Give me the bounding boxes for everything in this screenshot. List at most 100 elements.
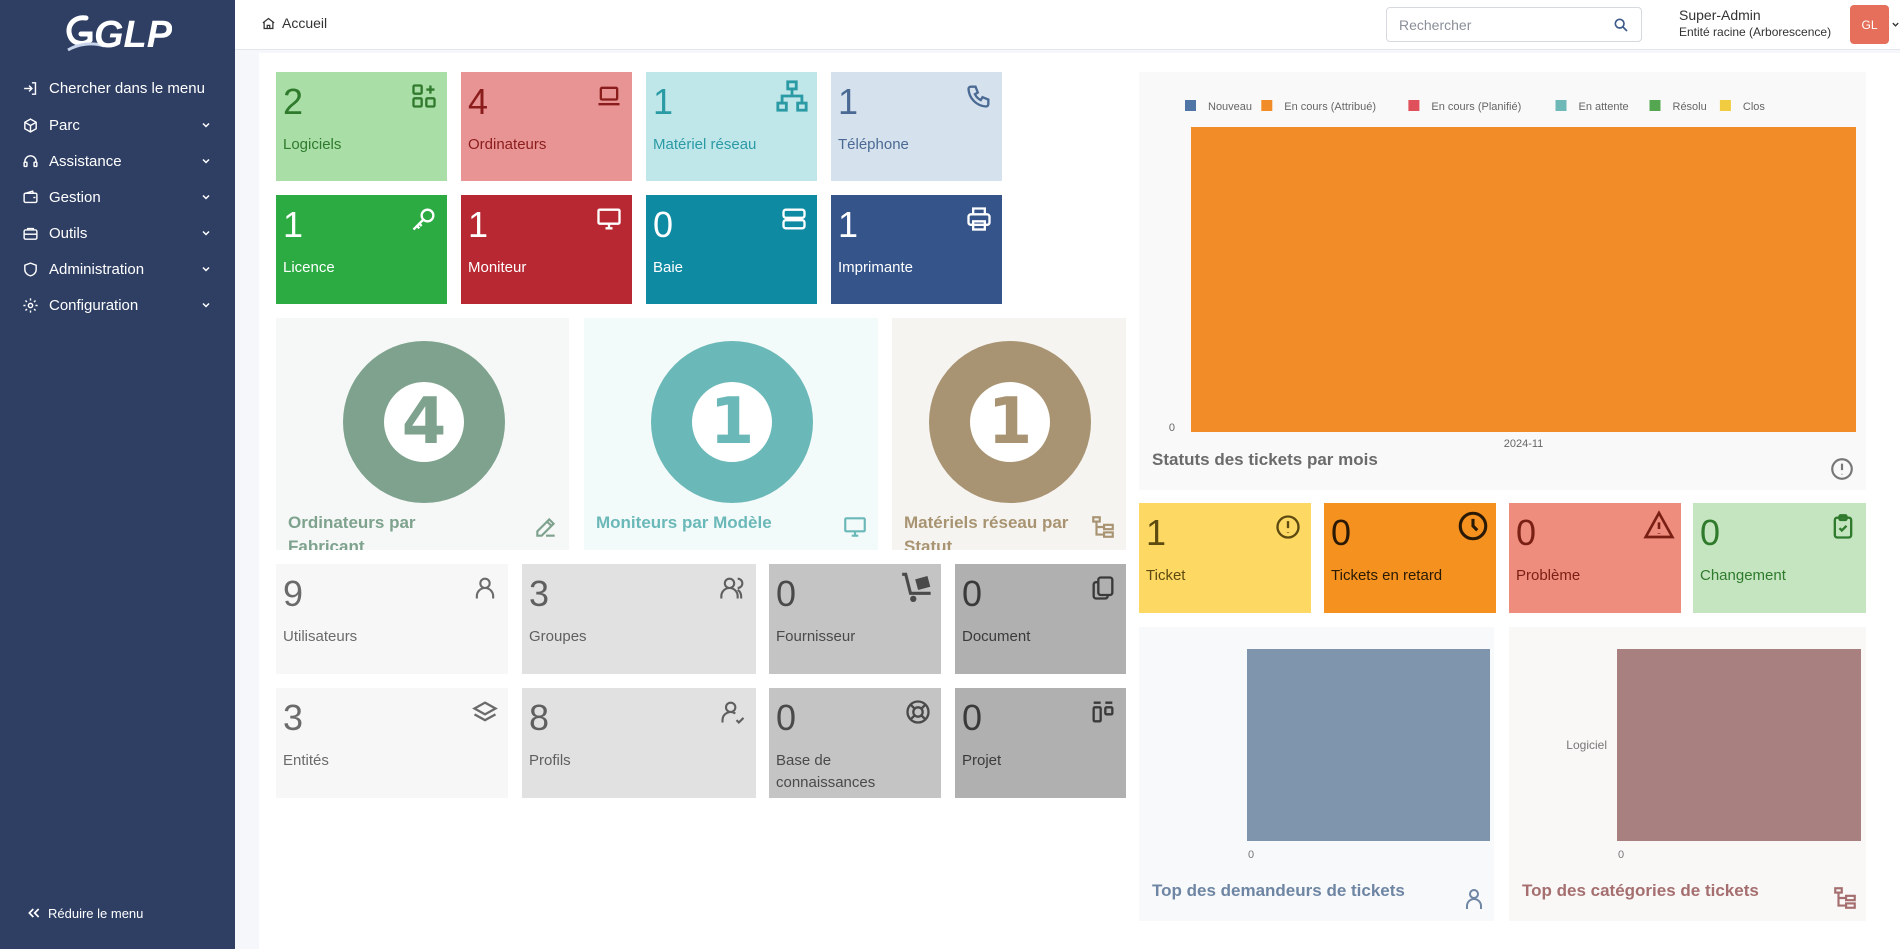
tile-profils[interactable]: 8 Profils: [522, 688, 756, 798]
tile-materiel-reseau[interactable]: 1 Matériel réseau: [646, 72, 817, 181]
tile-label: Utilisateurs: [283, 628, 358, 645]
sidebar-item-configuration[interactable]: Configuration: [0, 288, 235, 322]
tile-label: Baie: [653, 259, 684, 276]
sidebar-item-parc[interactable]: Parc: [0, 108, 235, 142]
sidebar-item-label: Gestion: [49, 188, 101, 206]
chart-title: Top des catégories de tickets: [1522, 881, 1759, 900]
tile-value: 1: [838, 81, 859, 122]
avatar[interactable]: GL: [1850, 5, 1889, 44]
clock-icon: [1458, 511, 1488, 541]
card-moniteurs-par-modele[interactable]: 1 Moniteurs par Modèle: [584, 318, 878, 550]
sidebar-item-assistance[interactable]: Assistance: [0, 144, 235, 178]
monitor-icon[interactable]: [842, 514, 868, 540]
tile-ordinateurs[interactable]: 4 Ordinateurs: [461, 72, 632, 181]
search-icon[interactable]: [1613, 17, 1629, 33]
tile-value: 0: [962, 573, 983, 614]
stack-icon: [472, 701, 498, 722]
card-statuts-tickets-par-mois: Nouveau En cours (Attribué) En cours (Plan…: [1139, 72, 1866, 490]
key-icon: [412, 208, 435, 231]
sidebar-item-administration[interactable]: Administration: [0, 252, 235, 286]
tile-imprimante[interactable]: 1 Imprimante: [831, 195, 1002, 304]
legend-swatch: [1649, 100, 1661, 111]
y-tick-label: 0: [1169, 422, 1175, 434]
phone-icon: [967, 85, 990, 108]
tile-label: Licence: [283, 259, 335, 276]
chevron-down-icon: [202, 302, 210, 308]
glpi-logo[interactable]: GLPI: [64, 10, 172, 58]
card-title: Matériels réseau par Statut: [904, 513, 1069, 550]
lifebuoy-icon: [906, 700, 930, 724]
users-icon: [720, 577, 744, 599]
tile-changement[interactable]: 0 Changement: [1693, 503, 1866, 613]
tile-telephone[interactable]: 1 Téléphone: [831, 72, 1002, 181]
tile-value: 8: [529, 697, 550, 738]
tile-ticket[interactable]: 1 Ticket: [1139, 503, 1311, 613]
tile-base-de-connaissances[interactable]: 0 Base de connaissances: [769, 688, 941, 798]
card-materiels-reseau-par-statut[interactable]: 1 Matériels réseau par Statut: [892, 318, 1126, 550]
user-icon[interactable]: [1462, 884, 1486, 914]
tile-projet[interactable]: 0 Projet: [955, 688, 1126, 798]
sidebar-item-gestion[interactable]: Gestion: [0, 180, 235, 214]
tile-tickets-en-retard[interactable]: 0 Tickets en retard: [1324, 503, 1496, 613]
hierarchy-icon[interactable]: [1832, 885, 1858, 911]
tile-value: 0: [776, 573, 797, 614]
card-ordinateurs-par-fabricant[interactable]: 4 Ordinateurs par Fabricant: [276, 318, 569, 550]
tile-value: 2: [283, 81, 304, 122]
home-icon: [262, 17, 275, 29]
x-tick-label: 2024-11: [1504, 438, 1544, 450]
alert-triangle-icon: [1643, 510, 1675, 539]
reduce-menu-button[interactable]: Réduire le menu: [26, 905, 143, 921]
search-box: [1386, 7, 1642, 42]
tile-value: 0: [1516, 512, 1537, 553]
categories-chart: Logiciel 0: [1566, 649, 1861, 861]
tile-document[interactable]: 0 Document: [955, 564, 1126, 674]
tile-label: Téléphone: [838, 136, 909, 153]
box-icon: [24, 117, 37, 133]
tile-logiciels[interactable]: 2 Logiciels: [276, 72, 447, 181]
user-entity[interactable]: Entité racine (Arborescence): [1679, 25, 1832, 39]
tile-moniteur[interactable]: 1 Moniteur: [461, 195, 632, 304]
tile-utilisateurs[interactable]: 9 Utilisateurs: [276, 564, 508, 674]
sidebar-item-label: Configuration: [49, 296, 139, 314]
legend-label: Résolu: [1673, 101, 1707, 113]
tile-licence[interactable]: 1 Licence: [276, 195, 447, 304]
tile-value: 0: [962, 697, 983, 738]
legend-label: En cours (Attribué): [1284, 101, 1376, 113]
tile-value: 0: [1331, 512, 1352, 553]
breadcrumb[interactable]: Accueil: [261, 15, 327, 31]
tile-value: 1: [1146, 512, 1167, 553]
tile-label: Groupes: [529, 628, 587, 645]
tile-groupes[interactable]: 3 Groupes: [522, 564, 756, 674]
apps-icon: [412, 84, 436, 108]
tile-label: Problème: [1516, 567, 1581, 584]
tile-value: 1: [838, 204, 859, 245]
search-input[interactable]: [1387, 8, 1607, 41]
chevron-down-icon[interactable]: [1891, 20, 1900, 29]
tile-label: Changement: [1700, 567, 1786, 584]
monitor-icon: [597, 208, 621, 230]
server-icon: [782, 208, 806, 230]
sidebar-item-outils[interactable]: Outils: [0, 216, 235, 250]
tile-value: 1: [468, 204, 489, 245]
reduce-menu-label: Réduire le menu: [48, 905, 144, 921]
alert-circle-icon[interactable]: [1829, 456, 1855, 482]
tile-probleme[interactable]: 0 Problème: [1509, 503, 1681, 613]
x-tick-label: 0: [1618, 849, 1624, 861]
user-icon: [475, 577, 495, 599]
tile-label: Tickets en retard: [1331, 567, 1443, 584]
user-name[interactable]: Super-Admin: [1679, 7, 1761, 23]
tile-baie[interactable]: 0 Baie: [646, 195, 817, 304]
tile-entites[interactable]: 3 Entités: [276, 688, 508, 798]
tile-fournisseur[interactable]: 0 Fournisseur: [769, 564, 941, 674]
gear-icon: [23, 297, 38, 313]
chart-title: Statuts des tickets par mois: [1152, 450, 1378, 469]
hierarchy-icon[interactable]: [1090, 514, 1116, 540]
sidebar-item-search[interactable]: Chercher dans le menu: [0, 71, 235, 105]
card-value: 4: [384, 382, 464, 462]
breadcrumb-home[interactable]: Accueil: [282, 15, 328, 31]
tile-value: 1: [653, 81, 674, 122]
sidebar-item-label: Chercher dans le menu: [49, 79, 205, 97]
clipboard-check-icon: [1833, 514, 1853, 539]
files-icon: [1092, 576, 1114, 600]
edit-icon[interactable]: [533, 514, 559, 540]
